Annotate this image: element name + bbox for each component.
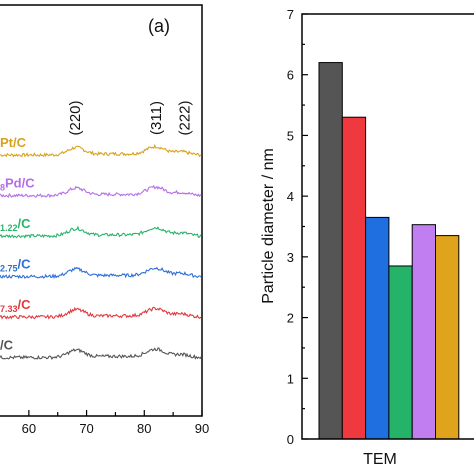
- bar: [388, 265, 413, 440]
- xrd-trace: [0, 306, 202, 320]
- xrd-trace: [0, 143, 202, 158]
- y-tick-label: 6: [287, 68, 294, 83]
- bars: [318, 62, 460, 440]
- bar-y-ticks: 0 1 2 3 4 5 6 7: [287, 7, 308, 447]
- xrd-traces: [0, 143, 203, 360]
- bar: [435, 235, 460, 440]
- trace-label-text: /C: [18, 297, 32, 312]
- xrd-trace: [0, 266, 202, 280]
- bar-x-axis-label: TEM: [363, 451, 397, 468]
- trace-label: 1.22/C: [0, 216, 31, 233]
- peak-label: (311): [148, 101, 165, 135]
- trace-label-subscript: 1.22: [0, 223, 18, 233]
- trace-label: 7.33/C: [0, 297, 31, 314]
- trace-label-subscript: 2.75: [0, 264, 18, 274]
- x-tick-label: 70: [79, 421, 93, 436]
- bar: [341, 116, 367, 440]
- bar: [318, 62, 343, 440]
- xrd-peak-labels: (220) (311) (222): [67, 100, 194, 135]
- y-tick-label: 2: [287, 311, 294, 326]
- bar-axis-frame: [301, 13, 474, 440]
- trace-label: Pt/C: [0, 135, 27, 150]
- y-tick-label: 4: [287, 189, 294, 204]
- bar: [411, 224, 437, 440]
- y-tick-label: 7: [287, 7, 294, 22]
- x-tick-label: 60: [22, 421, 36, 436]
- xrd-trace: [0, 347, 203, 360]
- trace-label-text: Pd/C: [5, 176, 35, 191]
- trace-label: 8Pd/C: [0, 176, 35, 193]
- trace-label-text: /C: [18, 216, 32, 231]
- x-tick-label: 80: [137, 421, 151, 436]
- trace-label-text: /C: [18, 257, 32, 272]
- trace-label: 2.75/C: [0, 257, 31, 274]
- panel-label: (a): [148, 16, 170, 36]
- xrd-trace: [0, 225, 202, 239]
- y-tick-label: 3: [287, 250, 294, 265]
- xrd-axis-frame: [0, 4, 203, 417]
- xrd-x-ticks: 60 70 80 90: [22, 410, 209, 436]
- peak-label: (222): [177, 100, 194, 135]
- bar-panel: 0 1 2 3 4 5 6 7 Particle diameter / nm TEM: [260, 7, 474, 468]
- x-tick-label: 90: [195, 421, 209, 436]
- trace-label: /C: [0, 338, 14, 353]
- trace-label-subscript: 7.33: [0, 304, 18, 314]
- trace-label-subscript: 8: [0, 183, 5, 193]
- y-tick-label: 0: [287, 432, 294, 447]
- bar: [365, 216, 390, 440]
- peak-label: (220): [67, 100, 84, 135]
- xrd-trace: [0, 184, 202, 199]
- bar-y-axis-label: Particle diameter / nm: [260, 148, 277, 304]
- y-tick-label: 1: [287, 371, 294, 386]
- y-tick-label: 5: [287, 128, 294, 143]
